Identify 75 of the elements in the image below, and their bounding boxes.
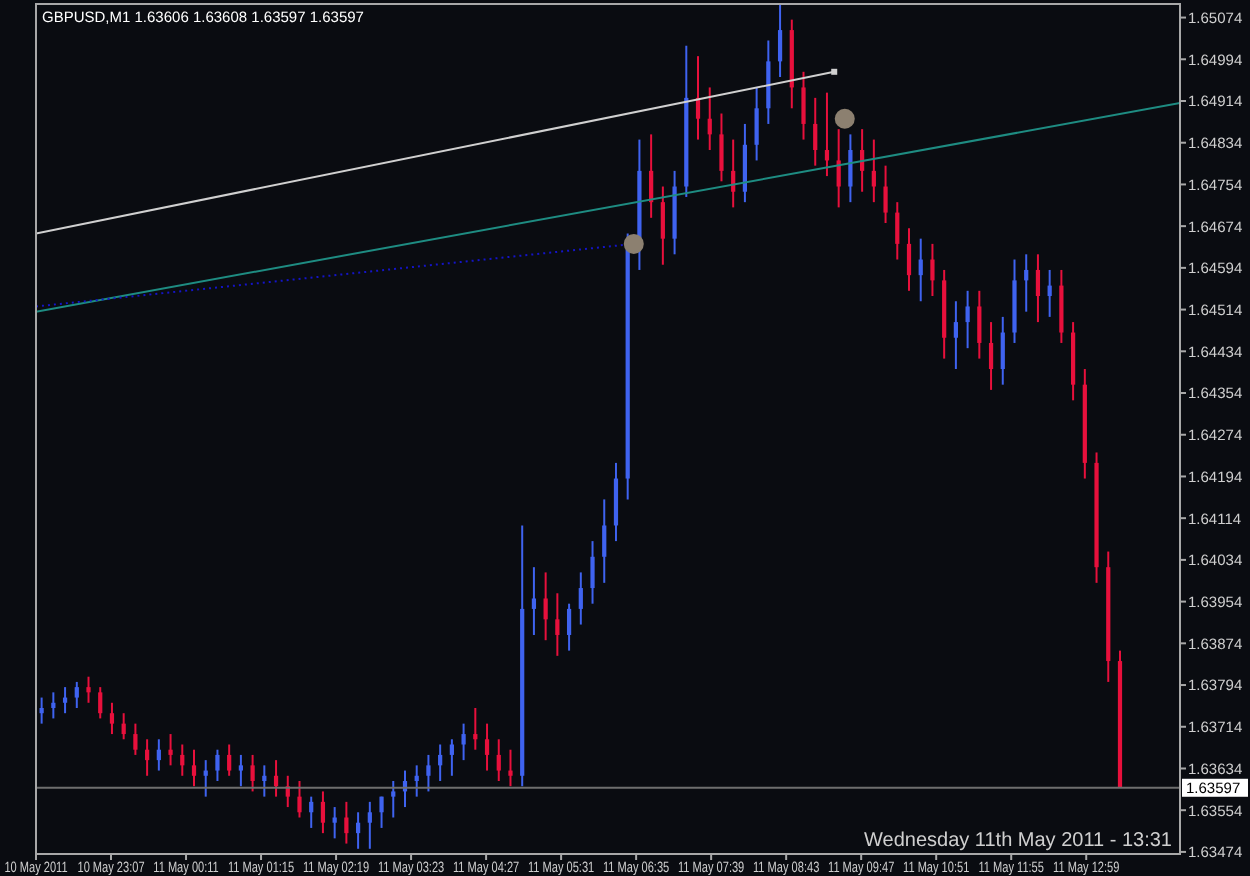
candlestick — [191, 748, 197, 788]
candlestick — [168, 733, 173, 767]
candlestick — [273, 759, 279, 798]
candlestick — [309, 795, 314, 829]
candlestick — [953, 300, 958, 371]
candlestick — [238, 753, 243, 788]
candlestick — [250, 753, 255, 793]
candlestick — [156, 738, 161, 772]
candlestick — [895, 201, 900, 261]
candlestick — [578, 571, 583, 626]
candlestick — [1059, 268, 1064, 344]
annotation: Wednesday 11th May 2011 - 13:31 — [864, 830, 1173, 852]
candlestick — [871, 138, 876, 204]
candlestick — [391, 779, 396, 819]
candlestick — [332, 806, 337, 840]
candlestick — [1000, 315, 1005, 386]
candlestick — [977, 289, 982, 360]
candlestick — [414, 764, 419, 798]
candlestick — [145, 738, 150, 777]
candlestick — [320, 790, 326, 835]
candlestick — [367, 800, 372, 850]
candlestick — [227, 743, 232, 777]
candlestick — [707, 86, 712, 152]
candlestick — [1035, 253, 1041, 324]
candlestick — [777, 4, 783, 79]
candlestick — [883, 164, 888, 225]
candlestick — [824, 91, 830, 178]
candlestick — [508, 748, 513, 788]
candlestick — [1047, 268, 1052, 318]
candlestick — [133, 722, 138, 756]
candlestick — [438, 743, 443, 782]
candlestick — [74, 680, 79, 709]
candlestick — [543, 571, 548, 642]
candlestick — [297, 779, 302, 819]
candlestick — [754, 86, 759, 162]
candlestick — [449, 738, 454, 777]
candlestick — [86, 675, 91, 704]
candlestick — [801, 70, 806, 141]
candlestick — [473, 706, 478, 751]
candlestick — [742, 122, 748, 204]
candlestick — [215, 748, 220, 782]
candlestick — [461, 722, 466, 762]
candlestick — [1024, 253, 1029, 313]
candlestick — [496, 738, 501, 782]
candlestick — [555, 592, 560, 657]
candlestick — [484, 722, 490, 772]
candlestick — [203, 759, 208, 798]
candlestick — [965, 289, 970, 350]
candlestick — [813, 96, 818, 167]
candlestick — [109, 701, 115, 736]
candlestick — [906, 227, 912, 292]
candlestick — [719, 112, 724, 183]
candlestick — [62, 686, 68, 715]
candlestick — [355, 811, 361, 850]
candlestick — [766, 39, 771, 125]
candlestick — [602, 498, 607, 584]
candlestick — [344, 800, 349, 845]
candlestick — [918, 237, 923, 303]
candlestick — [379, 795, 384, 829]
candlestick — [39, 696, 44, 725]
candlestick — [262, 764, 267, 798]
candlestick — [660, 185, 665, 266]
candlestick — [51, 691, 56, 720]
candlestick — [121, 712, 126, 741]
candlestick — [836, 128, 841, 209]
candlestick — [930, 242, 935, 298]
candlestick — [426, 753, 431, 793]
candlestick — [98, 686, 103, 720]
candlestick — [180, 743, 185, 777]
candlestick — [988, 321, 994, 391]
candlestick — [848, 133, 853, 204]
candlestick — [613, 461, 619, 543]
candlestick — [590, 540, 595, 605]
candlestick — [566, 602, 572, 652]
candlestick — [531, 566, 537, 636]
